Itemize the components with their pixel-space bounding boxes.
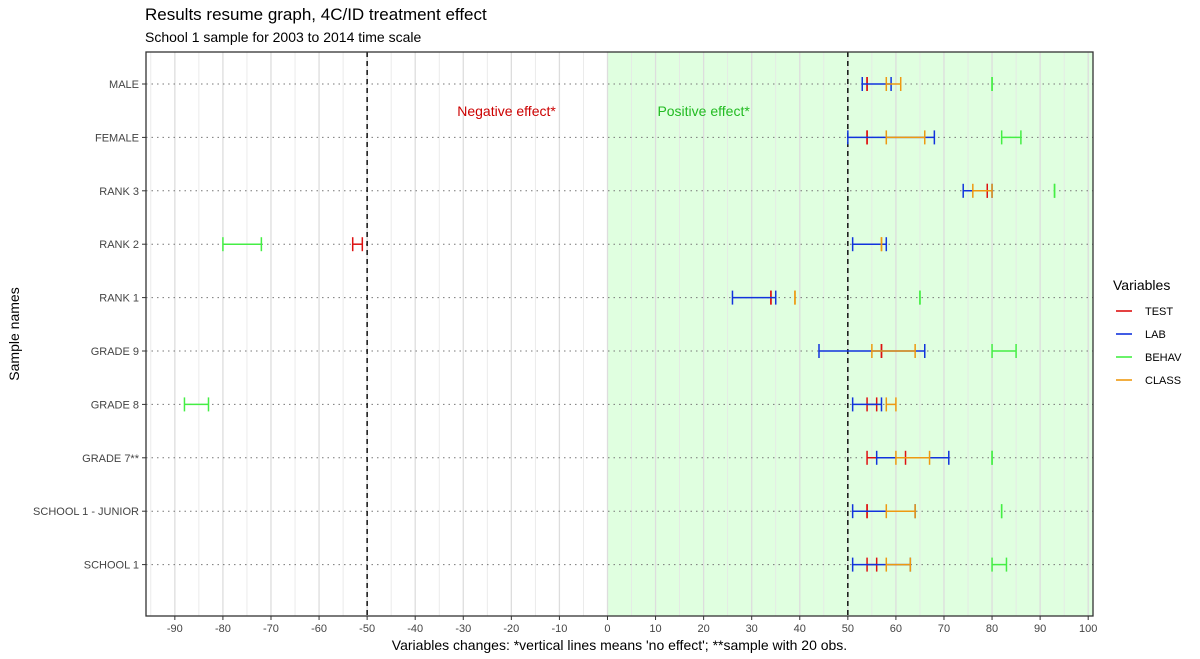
y-tick-label: GRADE 9 xyxy=(91,346,139,358)
y-tick-label: GRADE 8 xyxy=(91,399,139,411)
chart-title: Results resume graph, 4C/ID treatment ef… xyxy=(145,5,487,24)
y-tick-label: RANK 1 xyxy=(99,293,139,305)
x-tick-label: 90 xyxy=(1034,623,1046,635)
y-tick-label: GRADE 7** xyxy=(82,453,140,465)
legend-label: CLASS xyxy=(1145,375,1181,387)
positive-region xyxy=(607,52,1093,616)
x-tick-label: -10 xyxy=(551,623,567,635)
x-tick-label: -20 xyxy=(503,623,519,635)
legend-label: TEST xyxy=(1145,306,1173,318)
annotation-label: Negative effect* xyxy=(457,103,556,119)
x-tick-label: 0 xyxy=(604,623,610,635)
x-tick-label: 70 xyxy=(938,623,950,635)
x-tick-label: 40 xyxy=(794,623,806,635)
y-tick-label: RANK 3 xyxy=(99,186,139,198)
x-tick-label: -80 xyxy=(215,623,231,635)
x-tick-label: 100 xyxy=(1079,623,1097,635)
x-tick-label: 20 xyxy=(697,623,709,635)
x-tick-label: 10 xyxy=(649,623,661,635)
y-tick-label: SCHOOL 1 - JUNIOR xyxy=(33,506,139,518)
x-tick-label: 60 xyxy=(890,623,902,635)
x-tick-label: -70 xyxy=(263,623,279,635)
y-axis-title: Sample names xyxy=(6,287,22,380)
legend-title: Variables xyxy=(1113,277,1170,293)
annotation-label: Positive effect* xyxy=(657,103,750,119)
x-tick-label: -40 xyxy=(407,623,423,635)
y-tick-label: SCHOOL 1 xyxy=(84,560,139,572)
y-tick-label: MALE xyxy=(109,79,139,91)
x-tick-label: -60 xyxy=(311,623,327,635)
legend-label: LAB xyxy=(1145,329,1166,341)
x-tick-label: -30 xyxy=(455,623,471,635)
x-tick-label: 50 xyxy=(842,623,854,635)
x-tick-label: 80 xyxy=(986,623,998,635)
x-tick-label: -50 xyxy=(359,623,375,635)
y-tick-label: FEMALE xyxy=(95,132,139,144)
x-tick-label: -90 xyxy=(167,623,183,635)
chart-subtitle: School 1 sample for 2003 to 2014 time sc… xyxy=(145,29,422,45)
legend-label: BEHAV xyxy=(1145,352,1182,364)
x-tick-label: 30 xyxy=(746,623,758,635)
x-axis-title: Variables changes: *vertical lines means… xyxy=(392,637,847,653)
plot-border xyxy=(145,51,1094,617)
y-tick-label: RANK 2 xyxy=(99,239,139,251)
